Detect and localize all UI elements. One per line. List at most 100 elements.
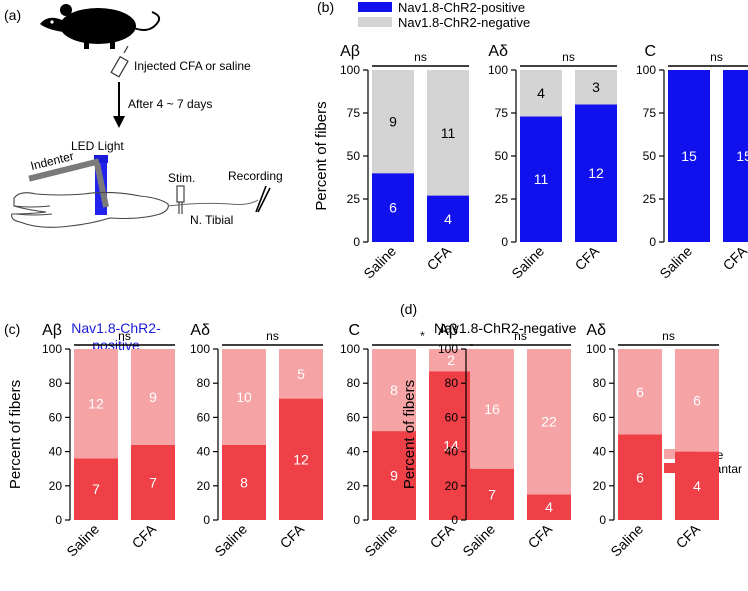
bar-count-label: 11: [441, 125, 456, 141]
category-label: Saline: [361, 521, 400, 560]
chart-d2: 0 20 40 60 80 100 Aδ 6 6 Saline 4 6 CFA ns: [586, 322, 719, 560]
bar-count-label: 15: [681, 148, 697, 164]
bar-segment: [74, 349, 118, 459]
bar-count-label: 10: [236, 389, 252, 405]
tibial-nerve: [167, 199, 259, 207]
bar-segment: [675, 349, 719, 452]
y-tick-label: 50: [643, 149, 657, 163]
bar-count-label: 8: [390, 382, 398, 398]
injection-text: Injected CFA or saline: [134, 59, 251, 73]
bar-count-label: 9: [149, 389, 157, 405]
bar-segment: [575, 70, 617, 105]
chart-title: C: [644, 43, 656, 60]
bar-segment: [131, 349, 175, 445]
significance-label: ns: [266, 329, 279, 343]
y-tick-label: 0: [501, 235, 508, 249]
significance-label: *: [420, 329, 425, 343]
bar-count-label: 15: [736, 148, 748, 164]
panel-c-subtitle-1: Nav1.8-ChR2-: [71, 320, 161, 336]
bar-count-label: 7: [488, 486, 496, 502]
bar-segment: [279, 398, 323, 520]
bar-count-label: 4: [545, 499, 553, 515]
panel-c-label: (c): [4, 321, 20, 337]
bar-segment: [470, 349, 514, 469]
bar-count-label: 4: [444, 211, 452, 227]
y-tick-label: 100: [42, 342, 62, 356]
y-tick-label: 0: [599, 513, 606, 527]
category-label: CFA: [277, 520, 308, 551]
y-tick-label: 60: [347, 410, 361, 424]
y-tick-label: 80: [197, 376, 211, 390]
y-tick-label: 40: [197, 445, 211, 459]
chart-b1: 0 25 50 75 100 Aβ Percent of fibers 6 9 Saline 4 11…: [313, 43, 469, 282]
bar-count-label: 6: [693, 392, 701, 408]
y-tick-label: 0: [353, 513, 360, 527]
y-tick-label: 20: [347, 479, 361, 493]
chart-title: Aβ: [42, 322, 62, 339]
bar-segment: [575, 104, 617, 243]
stimulator-icon: [176, 185, 185, 214]
bar-count-label: 7: [149, 474, 157, 490]
bar-segment: [372, 70, 414, 174]
y-tick-label: 80: [49, 376, 63, 390]
bar-segment: [372, 431, 416, 520]
y-tick-label: 80: [347, 376, 361, 390]
category-label: Saline: [360, 243, 399, 282]
legend-b: Nav1.8-ChR2-positive Nav1.8-ChR2-negativ…: [358, 0, 530, 30]
legend-swatch-positive: [358, 2, 392, 12]
bar-segment: [429, 349, 473, 372]
bar-count-label: 6: [636, 469, 644, 485]
category-label: CFA: [572, 242, 603, 273]
y-tick-label: 100: [488, 63, 508, 77]
y-tick-label: 0: [649, 235, 656, 249]
significance-label: ns: [118, 329, 131, 343]
y-tick-label: 80: [593, 376, 607, 390]
bar-segment: [668, 70, 710, 242]
significance-label: ns: [710, 50, 723, 64]
y-tick-label: 40: [593, 445, 607, 459]
chart-title: Aβ: [438, 322, 458, 339]
bar-count-label: 12: [293, 451, 309, 467]
y-tick-label: 0: [353, 235, 360, 249]
y-tick-label: 20: [197, 479, 211, 493]
bar-segment: [279, 349, 323, 399]
y-tick-label: 0: [203, 513, 210, 527]
bar-count-label: 7: [92, 481, 100, 497]
bar-segment: [675, 451, 719, 520]
y-tick-label: 40: [347, 445, 361, 459]
chart-title: Aδ: [586, 322, 606, 339]
bar-segment: [470, 468, 514, 520]
chart-b2: 0 25 50 75 100 Aδ 11 4 Saline 12 3 CFA ns: [488, 43, 617, 282]
y-tick-label: 60: [49, 410, 63, 424]
panel-d-subtitle: Nav1.8-ChR2-negative: [434, 320, 577, 336]
y-tick-label: 100: [190, 342, 210, 356]
y-tick-label: 80: [445, 376, 459, 390]
y-tick-label: 50: [495, 149, 509, 163]
y-tick-label: 100: [340, 342, 360, 356]
bar-segment: [74, 458, 118, 520]
y-tick-label: 25: [643, 192, 657, 206]
bar-segment: [520, 116, 562, 242]
panel-a-label: (a): [4, 7, 21, 23]
category-label: CFA: [129, 520, 160, 551]
chart-b3: 0 25 50 75 100 C 15 Saline 15 CFA ns: [636, 43, 748, 282]
significance-label: ns: [662, 329, 675, 343]
y-tick-label: 75: [495, 106, 509, 120]
category-label: Saline: [508, 243, 547, 282]
y-axis-label: Percent of fibers: [7, 380, 24, 489]
down-arrow-icon: [113, 82, 125, 128]
bar-count-label: 12: [588, 165, 604, 181]
bar-segment: [222, 349, 266, 445]
recording-electrode-icon: [255, 185, 271, 213]
chart-title: Aδ: [488, 43, 508, 60]
bar-count-label: 9: [390, 468, 398, 484]
indenter-icon: [28, 158, 109, 208]
delay-text: After 4 ~ 7 days: [128, 97, 212, 111]
y-axis-label: Percent of fibers: [401, 380, 418, 489]
category-label: CFA: [720, 242, 748, 273]
y-tick-label: 0: [451, 513, 458, 527]
category-label: Saline: [656, 243, 695, 282]
category-label: CFA: [424, 242, 455, 273]
bar-segment: [618, 349, 662, 435]
mouse-icon: [40, 4, 161, 49]
